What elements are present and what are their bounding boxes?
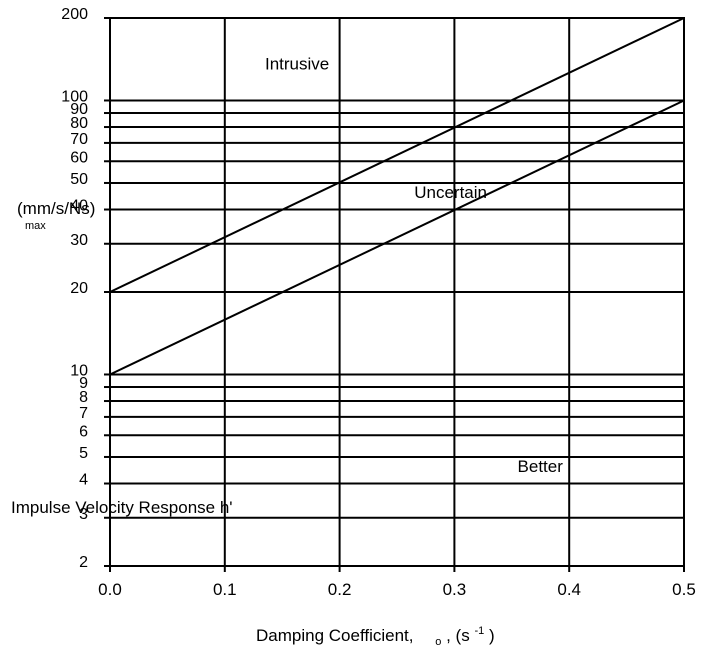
x-axis-label-units-exponent: -1 [474, 625, 484, 637]
x-axis-label-units-close: ) [489, 626, 495, 645]
x-tick-label: 0.2 [328, 580, 352, 599]
y-tick-label: 80 [70, 115, 88, 132]
y-tick-label: 60 [70, 149, 88, 166]
y-tick-label: 40 [70, 198, 88, 215]
annotation-label: Uncertain [414, 183, 487, 202]
y-tick-label: 7 [79, 405, 88, 422]
x-tick-label: 0.5 [672, 580, 696, 599]
y-tick-label: 6 [79, 423, 88, 440]
series-lines [109, 17, 685, 376]
y-tick-label: 8 [79, 389, 88, 406]
y-tick-label: 3 [79, 506, 88, 523]
y-tick-label: 70 [70, 131, 88, 148]
y-tick-label: 200 [61, 6, 88, 23]
x-axis-label-units: , (s [446, 626, 470, 645]
x-axis-label-subscript: o [435, 636, 441, 648]
y-axis-label-line1: Impulse Velocity Response h' [11, 498, 233, 517]
annotation-label: Better [518, 457, 564, 476]
series-line-2 [109, 99, 685, 376]
y-axis-label-line2: (mm/s/Ns) [17, 199, 95, 218]
y-tick-label: 5 [79, 445, 88, 462]
y-tick-label: 2 [79, 554, 88, 571]
grid [109, 17, 685, 567]
y-tick-label: 4 [79, 472, 88, 489]
annotation-label: Intrusive [265, 54, 329, 73]
y-tick-label: 50 [70, 171, 88, 188]
y-tick-label: 90 [70, 101, 88, 118]
x-tick-label: 0.3 [443, 580, 467, 599]
annotations: Intrusive Uncertain Better [265, 54, 563, 476]
y-tick-label: 100 [61, 88, 88, 105]
x-tick-label: 0.0 [98, 580, 122, 599]
y-tick-label: 20 [70, 280, 88, 297]
y-axis-label-subscript: max [25, 220, 46, 232]
x-tick-label: 0.1 [213, 580, 237, 599]
x-tick-label: 0.4 [557, 580, 581, 599]
y-tick-label: 30 [70, 232, 88, 249]
series-line-1 [109, 17, 685, 293]
x-axis-label: Damping Coefficient, o , (s -1 ) [256, 619, 495, 649]
y-tick-label: 10 [70, 362, 88, 379]
y-tick-label: 9 [79, 375, 88, 392]
x-axis-ticks: 0.0 0.1 0.2 0.3 0.4 0.5 [98, 566, 696, 599]
x-axis-label-text: Damping Coefficient, [256, 626, 414, 645]
